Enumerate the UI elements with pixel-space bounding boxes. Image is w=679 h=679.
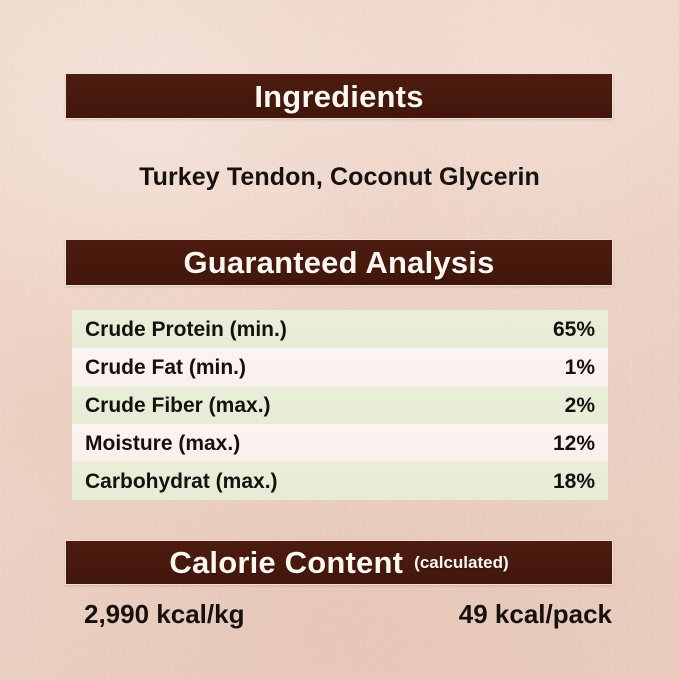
- calorie-values-row: 2,990 kcal/kg 49 kcal/pack: [84, 601, 612, 627]
- calorie-content-header-bar: Calorie Content (calculated): [65, 540, 613, 585]
- guaranteed-analysis-heading: Guaranteed Analysis: [183, 245, 495, 280]
- nutrient-label: Crude Protein (min.): [85, 317, 287, 341]
- table-row: Moisture (max.) 12%: [72, 424, 608, 462]
- nutrient-value: 2%: [564, 393, 595, 417]
- ingredients-heading: Ingredients: [254, 78, 424, 114]
- calorie-content-subheading: (calculated): [414, 552, 509, 572]
- ingredients-list-text: Turkey Tendon, Coconut Glycerin: [139, 163, 540, 191]
- nutrient-value: 1%: [564, 355, 595, 379]
- table-row: Crude Protein (min.) 65%: [72, 310, 608, 348]
- table-row: Crude Fiber (max.) 2%: [72, 386, 608, 424]
- nutrient-label: Crude Fat (min.): [85, 355, 246, 379]
- nutrient-label: Crude Fiber (max.): [85, 393, 271, 417]
- guaranteed-analysis-header-bar: Guaranteed Analysis: [65, 239, 613, 286]
- calories-per-kg: 2,990 kcal/kg: [84, 599, 245, 629]
- nutrient-value: 12%: [552, 431, 595, 455]
- table-row: Crude Fat (min.) 1%: [72, 348, 608, 386]
- guaranteed-analysis-table: Crude Protein (min.) 65% Crude Fat (min.…: [72, 310, 608, 500]
- nutrient-label: Moisture (max.): [85, 431, 241, 455]
- nutrient-value: 18%: [552, 469, 595, 493]
- nutrient-label: Carbohydrat (max.): [85, 469, 278, 493]
- calorie-content-heading: Calorie Content: [169, 545, 404, 580]
- table-row: Carbohydrat (max.) 18%: [72, 462, 608, 500]
- nutrient-value: 65%: [552, 317, 595, 341]
- calories-per-pack: 49 kcal/pack: [458, 599, 612, 629]
- ingredients-header-bar: Ingredients: [65, 73, 613, 119]
